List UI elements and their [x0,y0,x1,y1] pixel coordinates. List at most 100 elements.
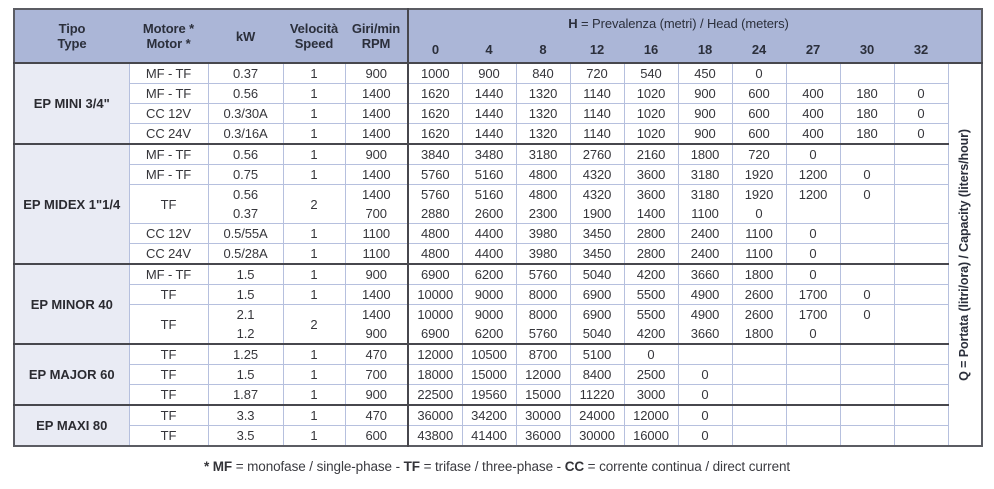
q-value-cell: 12000 [407,343,462,365]
q-value-cell: 3180 [677,184,732,204]
rpm-cell: 1400 [344,123,408,144]
table-body: EP MINI 3/4" MF - TF 0.37 1 900 1000 900 840 720… [14,62,982,446]
q-value-cell: 1100 [731,223,786,244]
col-header-tipo: Tipo Type [14,9,129,63]
pump-specifications-table-container: Tipo Type Motore * Motor * kW Velocità S… [13,8,983,447]
q-value-cell [839,263,894,285]
kw-cell: 3.5 [207,425,283,446]
section-name-cell: EP MAJOR 60 [14,343,129,405]
kw-cell: 1.5 [207,263,283,285]
q-value-cell: 1320 [515,123,570,144]
q-value-cell: 5760 [407,164,462,185]
q-value-cell: 3480 [461,143,516,165]
q-value-cell: 1140 [569,83,624,104]
col-header-tipo-it: Tipo [58,21,86,36]
kw-cell: 1.25 [207,343,283,365]
q-value-cell [893,62,948,84]
head-col-18: 18 [678,36,732,63]
q-value-cell: 4200 [623,324,678,344]
q-value-cell: 2760 [569,143,624,165]
kw-cell: 0.5/55A [207,223,283,244]
q-value-cell: 2400 [677,243,732,264]
q-value-cell: 4320 [569,184,624,204]
q-value-cell: 720 [731,143,786,165]
motor-cell: TF [128,384,208,405]
q-value-cell: 1000 [407,62,462,84]
q-value-cell: 2880 [407,204,462,224]
q-value-cell: 0 [839,304,894,324]
speed-cell: 1 [282,243,345,264]
table-row: EP MINOR 40 MF - TF 1.5 1 900 6900 6200 5760 504… [14,263,982,344]
q-value-cell [785,425,840,446]
q-value-cell [839,324,894,344]
q-value-cell: 3180 [515,143,570,165]
q-value-cell [731,364,786,385]
q-value-cell: 180 [839,103,894,124]
q-value-cell: 4800 [407,223,462,244]
kw-cell: 0.37 [207,204,283,224]
q-value-cell: 400 [785,103,840,124]
q-value-cell: 1400 [623,204,678,224]
motor-cell: TF [128,304,208,344]
kw-cell: 0.5/28A [207,243,283,264]
q-value-cell: 1140 [569,103,624,124]
rpm-cell: 1100 [344,223,408,244]
q-value-cell: 15000 [515,384,570,405]
q-value-cell: 0 [731,62,786,84]
q-value-cell: 1440 [461,103,516,124]
table-row: 1.2 900 6900 6200 5760 5040 4200 3660 1800 0 [14,324,982,344]
q-value-cell: 0 [677,425,732,446]
q-value-cell [731,404,786,426]
q-value-cell [785,62,840,84]
q-value-cell: 1700 [785,304,840,324]
q-value-cell: 600 [731,103,786,124]
q-value-cell [839,404,894,426]
q-value-cell: 5500 [623,284,678,305]
q-value-cell: 5160 [461,184,516,204]
kw-cell: 0.56 [207,143,283,165]
q-value-cell: 0 [785,223,840,244]
q-value-cell [839,425,894,446]
head-symbol: H [568,15,578,31]
head-col-4: 4 [462,36,516,63]
motor-cell: MF - TF [128,143,208,165]
q-value-cell: 5160 [461,164,516,185]
q-value-cell: 2800 [623,223,678,244]
motor-cell: MF - TF [128,62,208,84]
table-row: TF 0.56 2 1400 5760 5160 4800 4320 3600 3180 1920 1… [14,184,982,224]
speed-cell: 1 [282,284,345,305]
motor-cell: MF - TF [128,263,208,285]
col-header-motore: Motore * Motor * [129,9,208,63]
table-row: 0.37 700 2880 2600 2300 1900 1400 1100 0 [14,204,982,224]
q-value-cell: 6900 [407,324,462,344]
kw-cell: 0.75 [207,164,283,185]
speed-cell: 1 [282,263,345,285]
q-value-cell: 10000 [407,284,462,305]
motor-cell: TF [128,364,208,385]
rpm-cell: 1100 [344,243,408,264]
q-value-cell: 0 [839,184,894,204]
q-value-cell: 1200 [785,184,840,204]
q-value-cell: 16000 [623,425,678,446]
q-value-cell: 6200 [461,263,516,285]
q-value-cell: 4900 [677,304,732,324]
q-value-cell: 4800 [515,164,570,185]
rpm-cell: 900 [344,263,408,285]
table-row: EP MINI 3/4" MF - TF 0.37 1 900 1000 900 840 720… [14,62,982,446]
head-col-27: 27 [786,36,840,63]
q-value-cell: 4200 [623,263,678,285]
q-value-cell: 5760 [515,324,570,344]
q-value-cell: 8000 [515,304,570,324]
q-value-cell: 1440 [461,123,516,144]
q-value-cell: 2500 [623,364,678,385]
q-value-cell: 2600 [731,304,786,324]
speed-cell: 1 [282,62,345,84]
table-row: CC 24V 0.5/28A 1 1100 4800 4400 3980 3450 2800 24… [14,243,982,264]
q-value-cell: 600 [731,83,786,104]
q-axis-label: Q = Portata (litri/ora) / Capacity (lite… [957,128,972,381]
q-value-cell [893,425,948,446]
rpm-cell: 700 [344,364,408,385]
col-header-rpm-en: RPM [361,36,391,51]
col-header-velocita-en: Speed [294,36,334,51]
q-value-cell: 10500 [461,343,516,365]
